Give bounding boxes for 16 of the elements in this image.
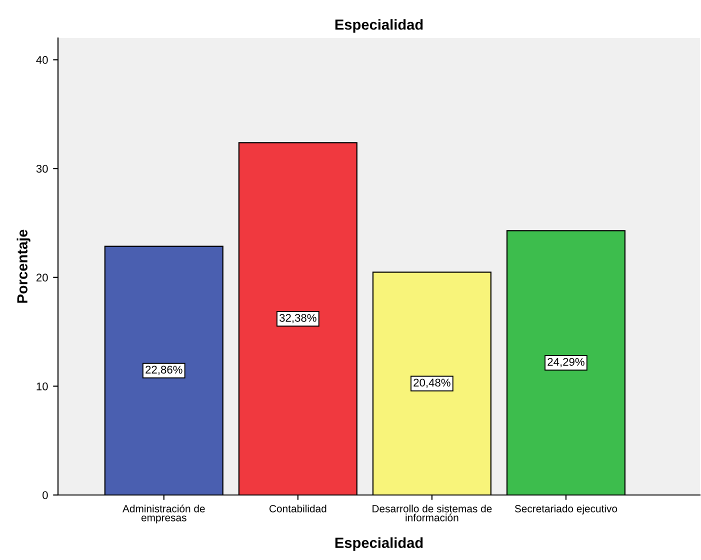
x-tick-label: Administración de empresas [122, 504, 205, 524]
x-tick-label: Desarrollo de sistemas de información [372, 504, 492, 522]
data-label: 32,38% [279, 314, 316, 324]
data-label: 20,48% [414, 378, 450, 388]
y-tick-label: 30 [36, 164, 48, 173]
y-tick-label: 20 [36, 274, 48, 282]
x-tick-label: Secretariado ejecutivo [514, 504, 618, 514]
x-tick-label: Contabilidad [269, 504, 326, 512]
chart-title: Especialidad [335, 19, 423, 33]
data-label: 22,86% [146, 366, 182, 375]
y-axis-title: Porcentaje [16, 230, 30, 303]
x-axis-title: Especialidad [335, 537, 423, 551]
data-label: 24,29% [548, 358, 584, 368]
y-tick-label: 0 [42, 491, 48, 500]
y-tick-label: 10 [36, 382, 48, 390]
y-tick-label: 40 [36, 56, 48, 64]
